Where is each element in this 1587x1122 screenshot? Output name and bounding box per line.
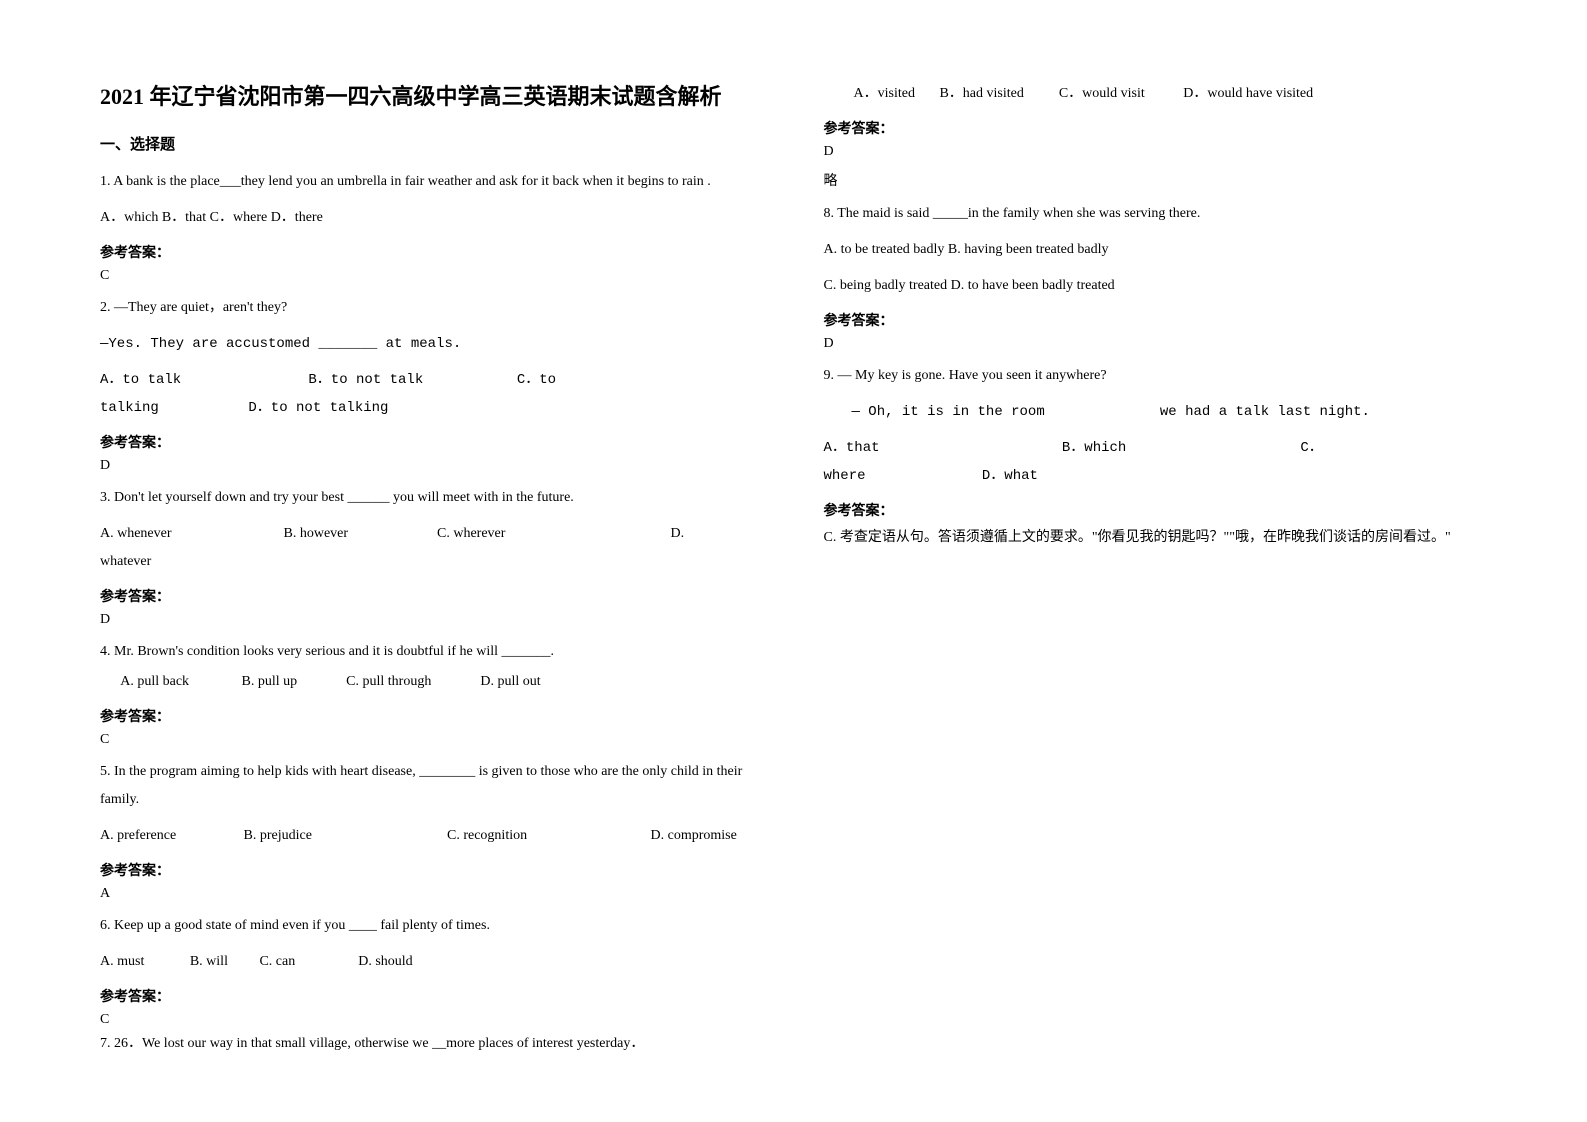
q9-stem: 9. — My key is gone. Have you seen it an… bbox=[824, 362, 1488, 390]
q9-options: A．that B．which C． bbox=[824, 434, 1488, 462]
q6-stem: 6. Keep up a good state of mind even if … bbox=[100, 912, 764, 940]
q2-options-line2: talking D．to not talking bbox=[100, 394, 764, 422]
answer-label: 参考答案： bbox=[824, 500, 1488, 520]
q5-stem: 5. In the program aiming to help kids wi… bbox=[100, 758, 764, 814]
q4-answer: C bbox=[100, 732, 764, 748]
q3-options: A. whenever B. however C. wherever D. bbox=[100, 520, 764, 548]
q2-optA: A．to talk bbox=[100, 366, 300, 394]
q2-answer: D bbox=[100, 458, 764, 474]
q9-options-line2: where D．what bbox=[824, 462, 1488, 490]
q2-optD: D．to not talking bbox=[248, 394, 388, 422]
section-heading: 一、选择题 bbox=[100, 133, 764, 154]
q6-answer: C bbox=[100, 1012, 764, 1028]
q9-optB: B．which bbox=[1062, 434, 1292, 462]
q9-line2: — Oh, it is in the room we had a talk la… bbox=[824, 398, 1488, 426]
q3-stem: 3. Don't let yourself down and try your … bbox=[100, 484, 764, 512]
q9-opt-where: where bbox=[824, 462, 974, 490]
q8-stem: 8. The maid is said _____in the family w… bbox=[824, 200, 1488, 228]
answer-label: 参考答案： bbox=[100, 986, 764, 1006]
q2-stem: 2. —They are quiet，aren't they? bbox=[100, 294, 764, 322]
q7-options: A．visited B．had visited C．would visit D．… bbox=[824, 80, 1488, 108]
answer-label: 参考答案： bbox=[824, 118, 1488, 138]
answer-label: 参考答案： bbox=[100, 706, 764, 726]
q9-answer: C. 考查定语从句。答语须遵循上文的要求。"你看见我的钥匙吗？""哦，在昨晚我们… bbox=[824, 526, 1488, 546]
q5-optA: A. preference bbox=[100, 822, 240, 850]
q5-optD: D. compromise bbox=[651, 822, 737, 850]
q6-options: A. must B. will C. can D. should bbox=[100, 948, 764, 976]
answer-label: 参考答案： bbox=[100, 586, 764, 606]
q1-answer: C bbox=[100, 268, 764, 284]
q3-optA: A. whenever bbox=[100, 520, 280, 548]
q3-optC: C. wherever bbox=[437, 520, 667, 548]
answer-label: 参考答案： bbox=[100, 860, 764, 880]
q4-stem: 4. Mr. Brown's condition looks very seri… bbox=[100, 638, 764, 666]
q9-optA: A．that bbox=[824, 434, 1054, 462]
document-title: 2021 年辽宁省沈阳市第一四六高级中学高三英语期末试题含解析 bbox=[100, 80, 764, 113]
q7-answer: D bbox=[824, 144, 1488, 160]
q9-line2a: — Oh, it is in the room bbox=[824, 398, 1152, 426]
answer-label: 参考答案： bbox=[100, 242, 764, 262]
exam-document: 2021 年辽宁省沈阳市第一四六高级中学高三英语期末试题含解析 一、选择题 1.… bbox=[0, 0, 1587, 1120]
q7-stem: 7. 26．We lost our way in that small vill… bbox=[100, 1030, 764, 1058]
q9-line2b: we had a talk last night. bbox=[1160, 404, 1370, 420]
q7-note: 略 bbox=[824, 170, 1488, 190]
q3-optB: B. however bbox=[284, 520, 434, 548]
q2-optC: C．to bbox=[517, 366, 556, 394]
q2-optB: B．to not talk bbox=[308, 366, 508, 394]
q2-options: A．to talk B．to not talk C．to bbox=[100, 366, 764, 394]
q3-optD: D. bbox=[671, 520, 685, 548]
q8-answer: D bbox=[824, 336, 1488, 352]
q9-optC: C． bbox=[1300, 434, 1322, 462]
answer-label: 参考答案： bbox=[824, 310, 1488, 330]
q8-options-l1: A. to be treated badly B. having been tr… bbox=[824, 236, 1488, 264]
q1-options: A．which B．that C．where D．there bbox=[100, 204, 764, 232]
q2-opt-talking: talking bbox=[100, 394, 240, 422]
q5-optB: B. prejudice bbox=[244, 822, 444, 850]
q5-optC: C. recognition bbox=[447, 822, 647, 850]
q5-answer: A bbox=[100, 886, 764, 902]
q5-options: A. preference B. prejudice C. recognitio… bbox=[100, 822, 764, 850]
q3-options-line2: whatever bbox=[100, 548, 764, 576]
answer-label: 参考答案： bbox=[100, 432, 764, 452]
q4-options: A. pull back B. pull up C. pull through … bbox=[100, 668, 764, 696]
q8-options-l2: C. being badly treated D. to have been b… bbox=[824, 272, 1488, 300]
q2-line2: —Yes. They are accustomed _______ at mea… bbox=[100, 330, 764, 358]
q3-answer: D bbox=[100, 612, 764, 628]
q9-optD: D．what bbox=[982, 462, 1038, 490]
q1-stem: 1. A bank is the place___they lend you a… bbox=[100, 168, 764, 196]
